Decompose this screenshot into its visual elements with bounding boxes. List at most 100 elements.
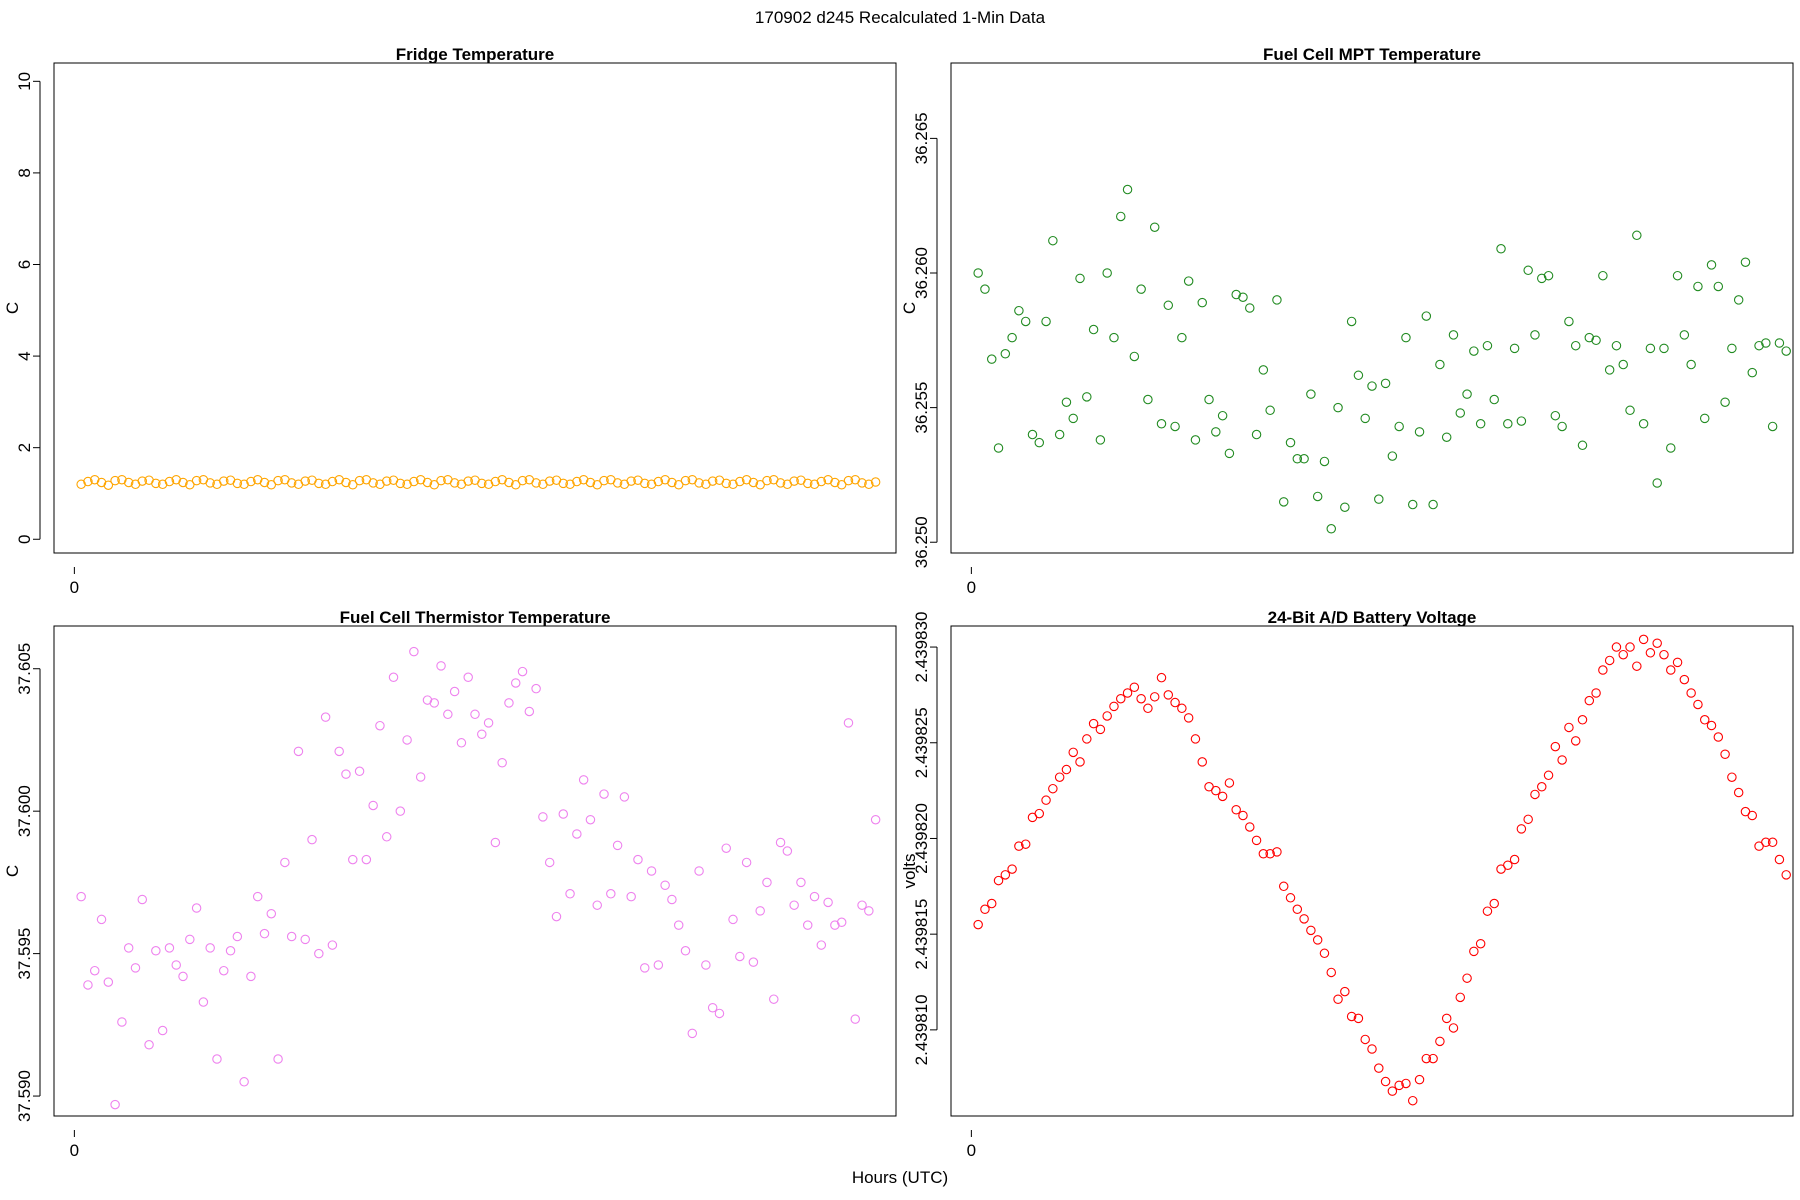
data-point [1713,732,1724,742]
data-point [137,476,148,486]
data-point [1632,661,1642,671]
data-point [164,943,175,953]
data-point [1550,410,1561,421]
data-point [1482,906,1493,916]
data-point [348,480,358,490]
data-point [1604,365,1615,375]
data-point [1163,690,1174,700]
data-point [1509,854,1520,865]
data-point [830,477,840,488]
y-tick-label: 37.605 [15,643,34,695]
data-points [76,646,881,1110]
data-point [1713,281,1724,292]
data-point [694,478,704,488]
data-point [673,480,684,490]
data-point [348,854,358,865]
data-point [1550,741,1561,752]
data-point [212,1054,222,1064]
data-point [775,837,786,848]
data-point [1530,789,1540,800]
data-point [1190,435,1201,445]
data-point [1007,864,1017,874]
data-point [422,695,433,705]
y-tick-label: 36.265 [912,112,931,164]
data-point [1516,416,1527,426]
data-point [1421,1053,1432,1064]
data-point [864,906,874,916]
data-point [986,898,997,909]
data-point [1441,1013,1452,1024]
x-axis: 0 [967,1130,976,1160]
data-point [1278,881,1289,892]
data-point [735,951,745,962]
data-point [1530,330,1540,340]
data-point [857,900,867,910]
y-tick-label: 2.439810 [912,994,931,1065]
data-point [1591,335,1601,346]
data-point [1774,854,1785,865]
data-point [1699,413,1710,424]
data-point [1475,938,1486,949]
data-point [606,889,616,899]
data-point [490,837,501,848]
data-point [259,477,270,488]
data-point [381,476,392,486]
data-points [973,634,1791,1106]
data-point [341,769,351,779]
data-point [83,476,93,487]
data-point [1245,303,1255,313]
data-point [171,960,181,970]
y-axis: 0 2 4 6 8 10 [15,72,41,544]
data-point [1638,419,1649,429]
data-point [76,479,86,490]
data-point [273,475,283,486]
data-point [789,476,799,486]
data-point [320,479,331,490]
data-point [1034,437,1045,448]
data-point [1102,268,1112,278]
data-point [1156,419,1167,429]
data-point [578,474,589,485]
data-point [1014,305,1024,316]
data-point [1767,837,1778,848]
data-point [1679,330,1690,340]
data-point [266,480,277,490]
data-point [1116,693,1126,704]
data-point [130,963,141,973]
data-point [1082,734,1092,744]
data-point [1686,688,1696,698]
data-point [660,880,670,890]
data-point [1360,413,1370,424]
data-point [1414,427,1425,437]
data-point [1136,284,1146,294]
y-axis-label: C [3,302,22,314]
data-point [687,1028,698,1039]
data-point [1034,808,1045,819]
data-point [422,477,433,488]
panel-title: Fridge Temperature [396,45,554,64]
data-point [660,474,670,485]
data-points [973,184,1791,534]
data-point [640,963,650,973]
data-point [680,946,691,956]
y-tick-label: 2.439815 [912,899,931,970]
data-point [1720,397,1730,407]
data-point [1475,419,1486,429]
data-point [117,1017,127,1027]
x-tick-label: 0 [967,1141,976,1160]
data-point [239,1077,249,1087]
data-point [388,672,399,683]
data-point [1598,665,1608,675]
data-point [334,746,344,757]
data-point [1448,330,1459,340]
figure-title: 170902 d245 Recalculated 1-Min Data [755,8,1046,27]
data-point [558,809,569,819]
plot-frame [950,625,1794,1117]
data-point [980,904,990,915]
data-point [1170,421,1180,432]
data-point [463,476,473,486]
panel-title: Fuel Cell Thermistor Temperature [340,608,611,627]
data-point [775,478,786,488]
data-point [1706,720,1717,731]
